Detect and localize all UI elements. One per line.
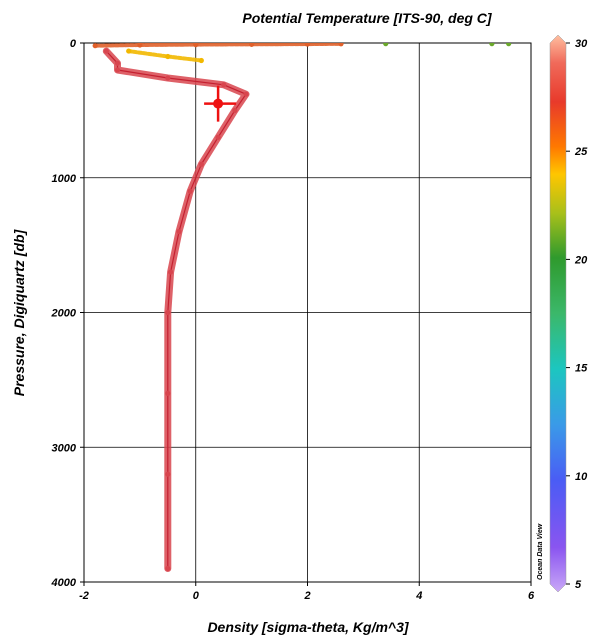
data-point bbox=[165, 309, 171, 316]
y-tick-label: 0 bbox=[70, 38, 77, 50]
colorbar-ticks: 5 10 15 20 25 30 bbox=[566, 38, 588, 591]
y-tick-label: 4000 bbox=[51, 577, 77, 589]
y-axis-label: Pressure, Digiquartz [db] bbox=[11, 228, 27, 396]
data-point bbox=[221, 82, 227, 88]
x-axis-ticks: -2 0 2 4 6 bbox=[79, 582, 535, 602]
colorbar-tick-label: 5 bbox=[575, 579, 582, 591]
data-point bbox=[506, 43, 512, 47]
data-point bbox=[249, 43, 255, 47]
y-tick-label: 3000 bbox=[52, 442, 77, 454]
x-tick-label: 4 bbox=[415, 590, 422, 602]
colorbar-tick-label: 10 bbox=[575, 471, 588, 483]
data-point bbox=[232, 107, 238, 113]
data-point bbox=[168, 269, 174, 275]
data-point bbox=[114, 67, 121, 73]
colorbar-tick-label: 15 bbox=[575, 363, 588, 375]
data-point bbox=[114, 60, 121, 66]
data-point bbox=[126, 48, 132, 54]
data-point bbox=[304, 43, 311, 47]
colorbar-tick-label: 25 bbox=[574, 146, 588, 158]
colorbar-bar bbox=[549, 34, 567, 593]
odv-watermark: Ocean Data View bbox=[537, 523, 544, 580]
data-point bbox=[215, 134, 221, 140]
data-point bbox=[187, 188, 193, 194]
data-point bbox=[198, 57, 204, 64]
station-marker bbox=[204, 85, 237, 122]
data-point bbox=[165, 471, 171, 477]
y-tick-label: 1000 bbox=[52, 173, 77, 185]
x-tick-label: 6 bbox=[528, 590, 535, 602]
data-point bbox=[489, 43, 495, 47]
x-tick-label: -2 bbox=[79, 590, 89, 602]
x-tick-label: 0 bbox=[193, 590, 200, 602]
data-point bbox=[165, 565, 171, 572]
y-tick-label: 2000 bbox=[51, 308, 77, 320]
data-point bbox=[165, 390, 171, 396]
colorbar-tick-label: 30 bbox=[575, 38, 588, 50]
data-point bbox=[165, 53, 171, 60]
colorbar-tick-label: 20 bbox=[574, 254, 588, 266]
data-point bbox=[383, 43, 389, 47]
chart-title: Potential Temperature [ITS-90, deg C] bbox=[242, 10, 493, 26]
data-point bbox=[243, 91, 249, 97]
data-point bbox=[193, 43, 199, 48]
y-axis-ticks: 0 1000 2000 3000 4000 bbox=[51, 38, 84, 589]
grid-lines bbox=[84, 43, 531, 582]
x-axis-label: Density [sigma-theta, Kg/m^3] bbox=[207, 619, 409, 635]
marker-dot bbox=[213, 98, 224, 109]
data-point bbox=[137, 43, 143, 48]
data-series bbox=[92, 43, 512, 572]
data-point bbox=[92, 43, 98, 49]
data-point bbox=[338, 43, 344, 47]
data-point bbox=[176, 229, 182, 235]
series-line-core bbox=[105, 50, 247, 569]
colorbar: 5 10 15 20 25 30 bbox=[549, 34, 588, 593]
data-point bbox=[198, 161, 204, 167]
x-tick-label: 2 bbox=[303, 590, 310, 602]
data-point bbox=[103, 48, 109, 54]
data-point bbox=[165, 75, 171, 81]
series-line bbox=[93, 43, 343, 48]
